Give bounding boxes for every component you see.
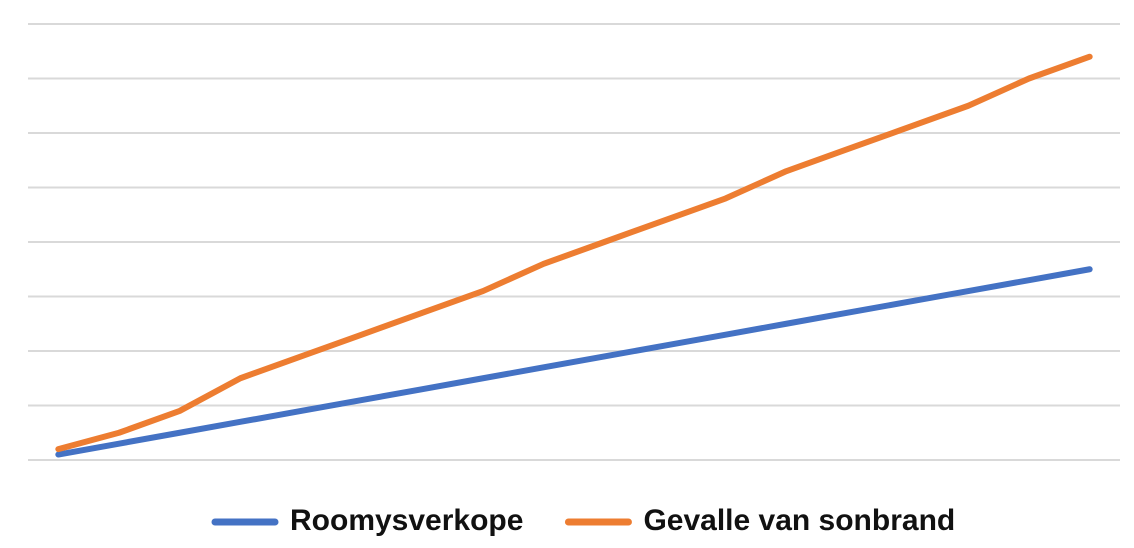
legend-label: Gevalle van sonbrand: [643, 504, 955, 537]
line-series: [55, 53, 1093, 453]
legend-label: Roomysverkope: [290, 504, 523, 537]
line-series: [55, 266, 1093, 458]
